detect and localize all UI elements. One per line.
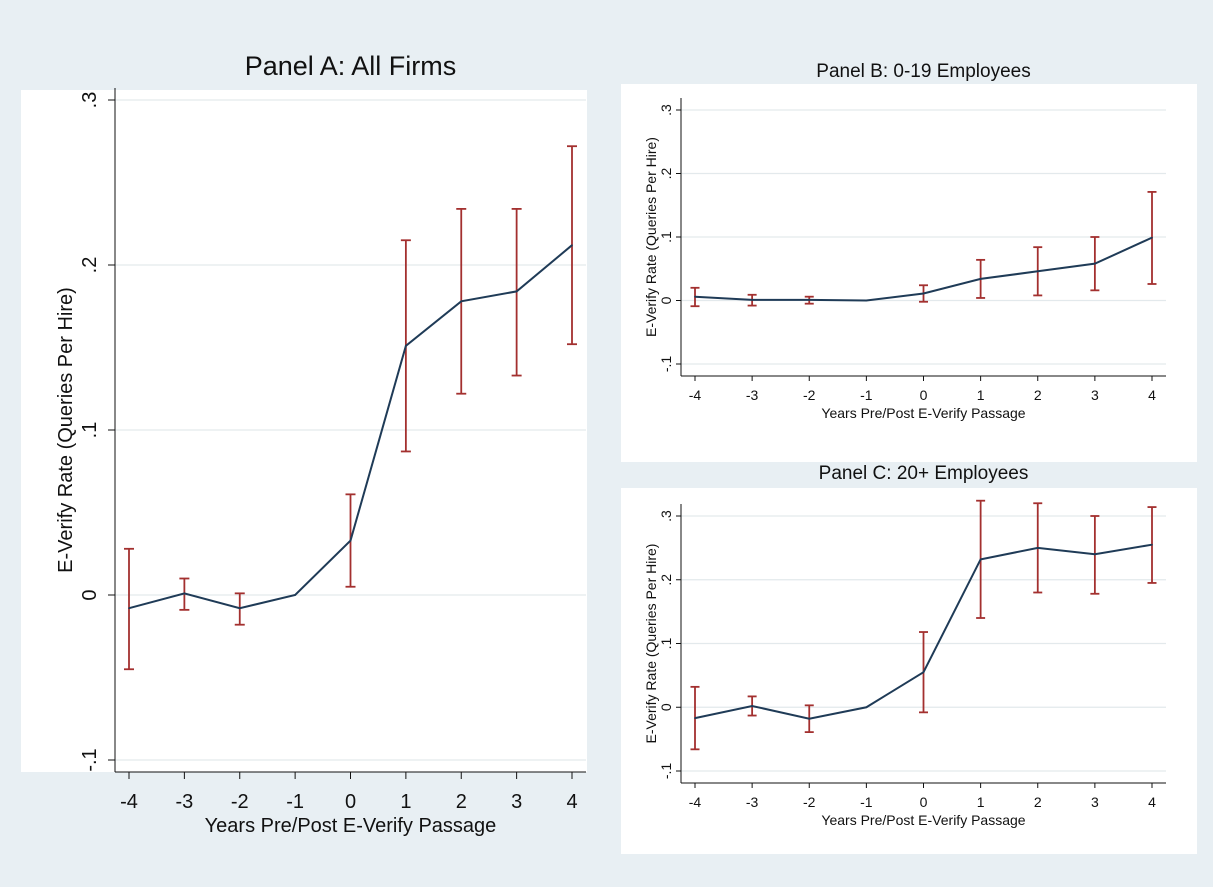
panel-a-x-tick-label: 4 (566, 791, 577, 813)
panel-a-x-tick-label: -4 (120, 791, 138, 813)
panel-b-x-tick-label: -2 (803, 387, 816, 403)
panel-b-data-point (1036, 270, 1039, 273)
panel-a-data-point (183, 592, 186, 595)
panel-c-x-tick-label: 1 (977, 794, 985, 810)
panel-c-x-tick-label: 3 (1091, 794, 1099, 810)
panel-c-title: Panel C: 20+ Employees (819, 463, 1029, 484)
panel-a-y-tick-label: .3 (79, 92, 101, 109)
panel-c-y-tick-label: .1 (658, 637, 674, 649)
panel-b-y-tick-label: 0 (658, 296, 674, 304)
panel-b-x-tick-label: -3 (746, 387, 759, 403)
panel-a-y-axis-title: E-Verify Rate (Queries Per Hire) (55, 287, 77, 573)
panel-b-data-point (808, 299, 811, 301)
panel-a-plot-background (21, 90, 587, 772)
panel-c-data-point (694, 717, 696, 719)
panel-b-x-tick-label: 3 (1091, 387, 1099, 403)
panel-a-x-axis-title: Years Pre/Post E-Verify Passage (205, 815, 497, 837)
panel-a: -.1 0 .1 .2 .3 -4 -3 -2 -1 0 1 2 3 4 E-Verify Rate (Qu… (21, 51, 587, 837)
panel-c-x-tick-label: -2 (803, 794, 816, 810)
panel-c-x-tick-label: -1 (860, 794, 873, 810)
panel-b-data-point (694, 295, 696, 298)
panel-a-y-tick-label: -.1 (79, 748, 101, 771)
panel-b-x-axis-title: Years Pre/Post E-Verify Passage (821, 405, 1025, 421)
panel-b-x-tick-label: -4 (689, 387, 702, 403)
panel-a-x-tick-label: -3 (175, 791, 193, 813)
panel-c: -.1 0 .1 .2 .3 -4 -3 -2 -1 0 1 2 3 4 E-Verify Rate (Qu… (621, 463, 1197, 854)
panel-c-y-axis-title: E-Verify Rate (Queries Per Hire) (643, 544, 659, 744)
panel-a-y-tick-label: .1 (79, 422, 101, 439)
panel-a-x-tick-label: -1 (286, 791, 304, 813)
panel-b-y-tick-label: .1 (658, 231, 674, 243)
panel-b-x-tick-label: 4 (1148, 387, 1156, 403)
panel-c-x-tick-label: 0 (920, 794, 928, 810)
panel-b-data-point (1094, 262, 1096, 265)
panel-b-y-tick-label: .2 (658, 167, 674, 179)
panel-a-data-point (460, 300, 463, 303)
panel-c-y-tick-label: -.1 (658, 763, 674, 780)
panel-c-y-tick-label: .2 (658, 574, 674, 586)
panel-c-x-axis-title: Years Pre/Post E-Verify Passage (821, 812, 1025, 828)
panel-b: -.1 0 .1 .2 .3 -4 -3 -2 -1 0 1 2 3 4 E-Verify Rate (Qu… (621, 61, 1197, 462)
panel-a-title: Panel A: All Firms (245, 51, 457, 81)
panel-c-data-point (1036, 547, 1039, 549)
panel-b-x-tick-label: -1 (860, 387, 873, 403)
panel-a-x-tick-label: -2 (231, 791, 249, 813)
panel-a-x-tick-label: 3 (511, 791, 522, 813)
panel-b-x-tick-label: 2 (1034, 387, 1042, 403)
panel-c-plot-background (621, 488, 1197, 854)
panel-a-data-point (294, 594, 296, 596)
panel-b-data-point (1151, 236, 1153, 239)
panel-a-data-point (238, 607, 241, 609)
panel-c-data-point (865, 706, 868, 709)
panel-c-data-point (751, 705, 753, 707)
panel-b-data-point (865, 299, 868, 302)
panel-c-x-tick-label: 4 (1148, 794, 1156, 810)
panel-a-x-tick-label: 0 (345, 791, 356, 813)
panel-c-x-tick-label: -4 (689, 794, 702, 810)
panel-b-data-point (922, 292, 925, 295)
panel-b-title: Panel B: 0-19 Employees (816, 61, 1030, 82)
panel-c-data-point (922, 671, 925, 673)
panel-b-plot-background (621, 84, 1197, 462)
panel-c-data-point (1151, 543, 1153, 546)
panel-a-data-point (128, 607, 130, 609)
panel-b-x-tick-label: 1 (977, 387, 985, 403)
panel-c-data-point (979, 558, 982, 561)
panel-c-data-point (1094, 553, 1096, 556)
panel-c-y-tick-label: .3 (658, 510, 674, 522)
panel-a-data-point (405, 345, 407, 347)
panel-a-x-tick-label: 2 (456, 791, 467, 813)
panel-a-y-tick-label: .2 (79, 257, 101, 274)
panel-a-data-point (515, 290, 518, 293)
panel-c-x-tick-label: -3 (746, 794, 759, 810)
panel-b-data-point (751, 299, 753, 301)
panel-c-data-point (808, 717, 811, 720)
panel-b-x-tick-label: 0 (920, 387, 928, 403)
panel-c-y-tick-label: 0 (658, 703, 674, 711)
panel-b-y-axis-title: E-Verify Rate (Queries Per Hire) (643, 137, 659, 337)
panel-a-data-point (571, 244, 573, 246)
panel-b-y-tick-label: .3 (658, 104, 674, 116)
panel-b-y-tick-label: -.1 (658, 356, 674, 373)
panel-a-data-point (349, 539, 352, 542)
panel-a-x-tick-label: 1 (400, 791, 411, 813)
panel-a-y-tick-label: 0 (79, 589, 101, 600)
panel-c-x-tick-label: 2 (1034, 794, 1042, 810)
panel-b-data-point (979, 278, 982, 280)
